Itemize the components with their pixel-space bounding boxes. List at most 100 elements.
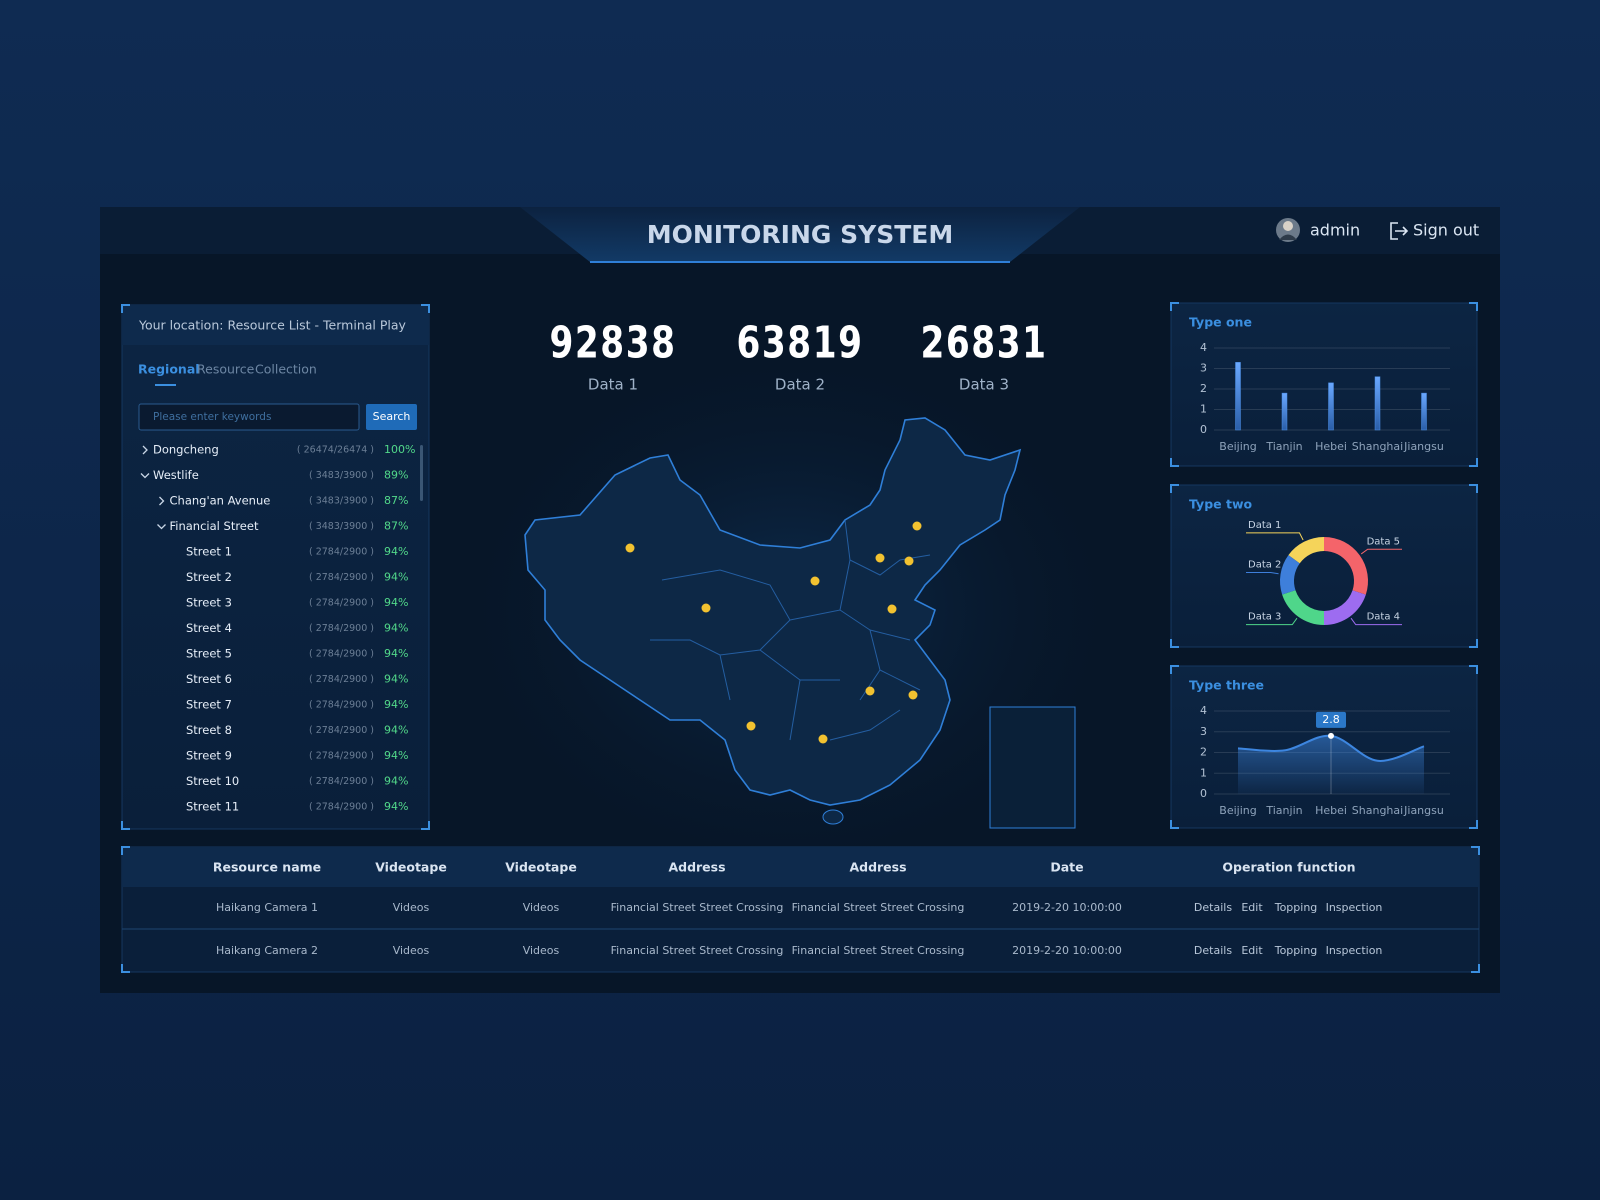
table-header (122, 847, 1479, 887)
scrollbar[interactable] (420, 445, 423, 501)
column-header: Operation function (1222, 860, 1355, 875)
operation-link[interactable]: Topping (1274, 901, 1318, 914)
corner-bracket (1471, 846, 1480, 855)
corner-bracket (421, 821, 430, 830)
tab[interactable]: Regional (138, 362, 200, 377)
chart-panel (1170, 302, 1478, 467)
leader-line (1246, 532, 1304, 541)
operation-link[interactable]: Inspection (1326, 901, 1383, 914)
table-cell: Videos (523, 944, 560, 957)
corner-bracket (121, 821, 130, 830)
y-tick-label: 2 (1200, 746, 1207, 759)
chart-title: Type three (1189, 678, 1264, 693)
pie-label: Data 1 (1248, 520, 1281, 531)
y-tick-label: 3 (1200, 725, 1207, 738)
tree-toggle[interactable] (142, 445, 148, 455)
pie-slice (1282, 590, 1324, 625)
tree-item[interactable]: Street 9 (186, 749, 232, 763)
operation-link[interactable]: Details (1194, 901, 1232, 914)
chart-title: Type one (1189, 315, 1252, 330)
corner-bracket (1469, 665, 1478, 674)
pie-label: Data 2 (1248, 560, 1281, 571)
tree-percent: 89% (384, 469, 408, 482)
x-tick-label: Jiangsu (1403, 804, 1444, 817)
stat-value: 26831 (920, 318, 1047, 369)
tree-item[interactable]: Street 10 (186, 774, 239, 788)
tree-count: ( 2784/2900 ) (309, 649, 374, 660)
table-cell: Financial Street Street Crossing (611, 901, 784, 914)
table-cell: 2019-2-20 10:00:00 (1012, 901, 1122, 914)
column-header: Resource name (213, 860, 321, 875)
tree-item[interactable]: Street 6 (186, 672, 232, 686)
x-tick-label: Hebei (1315, 440, 1347, 453)
y-tick-label: 1 (1200, 766, 1207, 779)
map-island (822, 809, 844, 825)
operation-link[interactable]: Edit (1241, 901, 1263, 914)
tree-toggle[interactable] (159, 496, 165, 506)
tree-item[interactable]: Chang'an Avenue (170, 494, 271, 508)
tab[interactable]: Resource (197, 362, 255, 377)
corner-bracket (1469, 820, 1478, 829)
tree-item[interactable]: Financial Street (170, 519, 259, 533)
x-tick-label: Shanghai (1352, 440, 1403, 453)
tree-item[interactable]: Street 8 (186, 723, 232, 737)
tree-percent: 87% (384, 520, 408, 533)
corner-bracket (421, 304, 430, 313)
y-tick-label: 3 (1200, 362, 1207, 375)
page-title: MONITORING SYSTEM (647, 220, 953, 249)
tree-percent: 94% (384, 571, 408, 584)
operation-link[interactable]: Details (1194, 944, 1232, 957)
column-header: Address (668, 860, 725, 875)
tree-count: ( 3483/3900 ) (309, 496, 374, 507)
user-name[interactable]: admin (1310, 221, 1360, 240)
tree-count: ( 2784/2900 ) (309, 776, 374, 787)
column-header: Date (1050, 860, 1083, 875)
y-tick-label: 4 (1200, 704, 1207, 717)
tree-item[interactable]: Westlife (153, 468, 199, 482)
y-tick-label: 0 (1200, 423, 1207, 436)
stat-label: Data 3 (959, 376, 1009, 394)
search-button[interactable] (366, 404, 417, 430)
tab[interactable]: Collection (255, 362, 317, 377)
avatar-body (1279, 234, 1297, 240)
tree-toggle[interactable] (157, 524, 166, 530)
tree-toggle[interactable] (140, 473, 150, 479)
corner-bracket (1170, 665, 1179, 674)
tree-item[interactable]: Dongcheng (153, 443, 219, 457)
tree-percent: 94% (384, 545, 408, 558)
y-tick-label: 4 (1200, 341, 1207, 354)
tree-item[interactable]: Street 11 (186, 800, 239, 814)
tree-count: ( 26474/26474 ) (297, 445, 374, 456)
operation-link[interactable]: Inspection (1326, 944, 1383, 957)
tree-item[interactable]: Street 5 (186, 647, 232, 661)
tree-item[interactable]: Street 2 (186, 570, 232, 584)
tree-count: ( 2784/2900 ) (309, 674, 374, 685)
x-tick-label: Tianjin (1265, 440, 1302, 453)
leader-line (1246, 572, 1279, 575)
tree-percent: 94% (384, 622, 408, 635)
tree-count: ( 3483/3900 ) (309, 470, 374, 481)
operation-link[interactable]: Topping (1274, 944, 1318, 957)
column-header: Videotape (505, 860, 577, 875)
table-cell: 2019-2-20 10:00:00 (1012, 944, 1122, 957)
signout-icon[interactable] (1390, 222, 1409, 240)
stat-label: Data 2 (775, 376, 825, 394)
search-button-label[interactable]: Search (373, 410, 411, 423)
leader-line (1360, 548, 1402, 555)
x-tick-label: Shanghai (1352, 804, 1403, 817)
tree-count: ( 2784/2900 ) (309, 725, 374, 736)
tree-count: ( 2784/2900 ) (309, 547, 374, 558)
tree-item[interactable]: Street 3 (186, 596, 232, 610)
corner-bracket (1469, 302, 1478, 311)
tree-percent: 94% (384, 647, 408, 660)
tree-percent: 100% (384, 443, 415, 456)
y-tick-label: 1 (1200, 403, 1207, 416)
search-input[interactable] (138, 403, 360, 431)
tree-item[interactable]: Street 7 (186, 698, 232, 712)
tree-item[interactable]: Street 1 (186, 545, 232, 559)
x-tick-label: Beijing (1219, 440, 1256, 453)
signout[interactable]: Sign out (1413, 221, 1479, 240)
operation-link[interactable]: Edit (1241, 944, 1263, 957)
tree-item[interactable]: Street 4 (186, 621, 232, 635)
